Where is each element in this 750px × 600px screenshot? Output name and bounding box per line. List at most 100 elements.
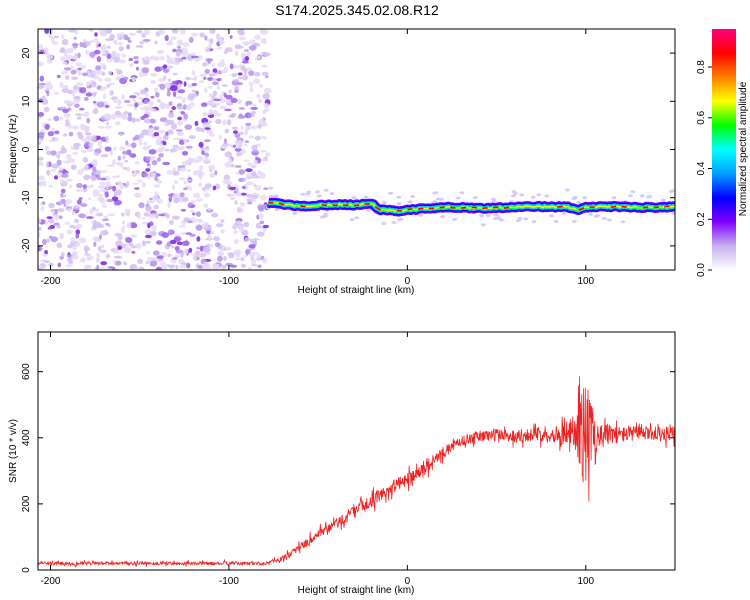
track-halo-blob (544, 194, 550, 198)
noise-blob (63, 133, 68, 137)
noise-blob (68, 184, 73, 189)
noise-blob (205, 146, 209, 150)
noise-blob (245, 249, 249, 256)
noise-blob (168, 193, 173, 199)
noise-blob (56, 225, 61, 229)
noise-blob (123, 76, 129, 81)
noise-blob (219, 134, 222, 140)
track-halo-blob (639, 194, 645, 198)
noise-blob (46, 169, 51, 176)
noise-blob (262, 258, 268, 264)
noise-blob (137, 258, 144, 264)
track-halo-blob (517, 217, 523, 221)
noise-blob (136, 179, 144, 183)
noise-blob (44, 219, 48, 226)
track-halo-blob (572, 219, 577, 223)
noise-blob (134, 187, 140, 190)
noise-blob (229, 194, 235, 197)
noise-blob (238, 131, 244, 136)
noise-blob (46, 238, 50, 243)
noise-blob (164, 121, 168, 127)
noise-blob (162, 64, 168, 69)
noise-blob (72, 151, 79, 155)
noise-blob (158, 153, 164, 158)
noise-blob (248, 81, 254, 87)
noise-blob (60, 252, 65, 257)
noise-blob (208, 93, 213, 98)
noise-blob (87, 197, 92, 201)
track-halo-blob (407, 200, 413, 204)
noise-blob (71, 254, 79, 260)
noise-blob (108, 70, 112, 76)
noise-blob (82, 157, 89, 163)
noise-blob (198, 174, 203, 180)
noise-blob (244, 237, 251, 242)
track-peak-dash (321, 203, 328, 207)
noise-blob (53, 222, 60, 226)
noise-blob (191, 32, 198, 37)
noise-blob (195, 224, 203, 231)
noise-blob (44, 29, 50, 34)
noise-blob (199, 80, 205, 84)
noise-blob (42, 201, 46, 205)
track-halo-blob (329, 192, 335, 196)
noise-blob (168, 264, 176, 268)
noise-blob (158, 213, 166, 217)
noise-blob (85, 216, 94, 220)
noise-blob (258, 118, 267, 125)
noise-blob (134, 192, 142, 198)
noise-blob (65, 48, 70, 53)
track-halo-blob (628, 194, 633, 198)
noise-blob (224, 151, 233, 158)
noise-blob (203, 77, 207, 80)
noise-blob (73, 95, 81, 100)
noise-blob (98, 193, 104, 198)
noise-blob (127, 116, 133, 122)
noise-blob (220, 219, 225, 223)
noise-blob (220, 144, 228, 150)
noise-blob (92, 206, 96, 210)
noise-blob (210, 230, 214, 235)
noise-blob (120, 112, 126, 119)
noise-blob (94, 107, 98, 111)
noise-blob (148, 103, 154, 108)
noise-blob (246, 52, 252, 57)
noise-blob (133, 91, 138, 95)
noise-blob (75, 189, 84, 193)
noise-blob (262, 224, 269, 229)
track-halo-blob (410, 195, 415, 198)
noise-blob (223, 138, 228, 144)
noise-blob (173, 91, 177, 98)
noise-blob (82, 187, 88, 193)
track-peak-dash (642, 206, 649, 209)
noise-blob (104, 229, 108, 235)
noise-blob (203, 158, 211, 163)
noise-blob (222, 264, 226, 269)
noise-blob (187, 220, 193, 224)
noise-blob (106, 164, 115, 167)
track-halo-blob (351, 196, 357, 200)
noise-blob (139, 89, 148, 95)
noise-blob (154, 191, 159, 196)
y-tick-label: 400 (21, 429, 32, 446)
noise-blob (129, 62, 134, 68)
noise-blob (146, 200, 154, 204)
noise-blob (50, 236, 59, 243)
track-halo-blob (519, 193, 525, 197)
track-halo-blob (493, 217, 498, 221)
noise-blob (153, 204, 160, 210)
noise-blob (235, 82, 244, 86)
noise-blob (44, 145, 50, 151)
noise-blob (257, 264, 262, 269)
noise-blob (115, 76, 122, 81)
noise-blob (143, 29, 150, 35)
noise-blob (57, 208, 65, 213)
noise-blob (264, 75, 269, 79)
x-tick-label: 100 (577, 276, 594, 287)
noise-blob (112, 248, 120, 255)
snr-plot-area (38, 332, 675, 570)
noise-blob (71, 166, 76, 170)
snr-x-label: Height of straight line (km) (298, 585, 415, 596)
y-tick-label: 10 (21, 95, 32, 107)
noise-blob (80, 149, 88, 153)
